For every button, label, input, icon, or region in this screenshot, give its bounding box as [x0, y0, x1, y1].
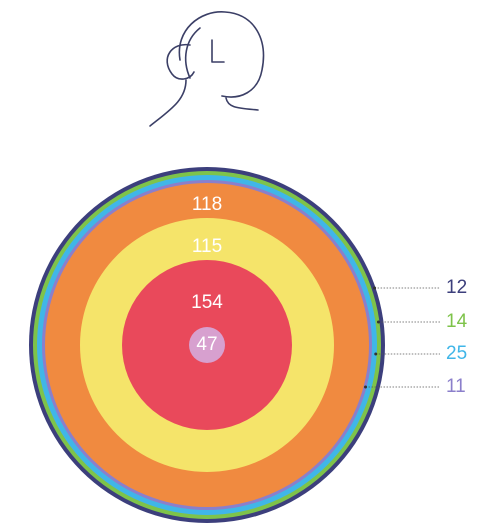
ring-label: 47	[196, 334, 217, 355]
leader-dot	[377, 321, 380, 324]
ring-label: 118	[192, 194, 222, 215]
ring-label: 25	[446, 343, 467, 364]
leader-dot	[364, 386, 367, 389]
head-icon	[150, 12, 263, 126]
ring-label: 115	[192, 236, 222, 257]
leader-dot	[373, 287, 376, 290]
ring-label: 11	[446, 376, 466, 397]
chart: 47 154 115 118 11 25 14 12	[0, 0, 483, 529]
ring-label: 14	[446, 311, 468, 332]
leader-dot	[374, 353, 377, 356]
ring-label: 154	[191, 292, 223, 313]
ring-label: 12	[446, 277, 467, 298]
